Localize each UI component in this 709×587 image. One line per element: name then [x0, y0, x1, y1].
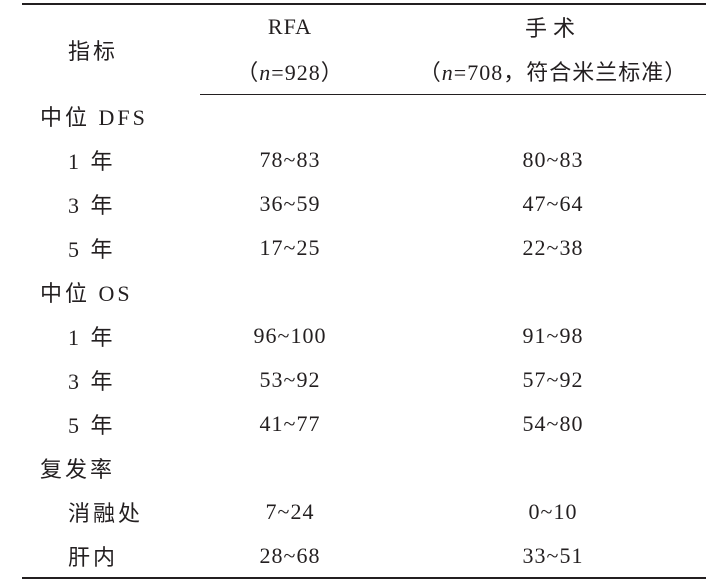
sample-size-text: =708，符合米兰标准） [453, 60, 688, 86]
rfa-value: 78~83 [259, 147, 321, 172]
empty-cell [380, 94, 706, 138]
header-indicator: 指标 [68, 38, 119, 64]
rfa-value: 7~24 [265, 499, 315, 524]
surgery-value: 54~80 [522, 411, 584, 436]
table-row: 1 年 96~100 91~98 [22, 314, 706, 358]
header-row-titles: 指标 RFA 手术 [22, 4, 706, 64]
paren-open: （ [236, 60, 260, 86]
empty-cell [200, 446, 380, 490]
empty-cell [200, 270, 380, 314]
row-label: 3 年 [68, 369, 116, 394]
row-label: 1 年 [68, 325, 116, 350]
table-body: 中位 DFS 1 年 78~83 80~83 3 年 36~59 47~64 5… [22, 94, 706, 578]
rfa-value: 36~59 [259, 191, 321, 216]
group-label: 复发率 [40, 457, 116, 482]
surgery-value: 91~98 [522, 323, 584, 348]
header-surgery-sample-size: （n=708，符合米兰标准） [380, 49, 706, 95]
paren-open: （ [418, 60, 442, 86]
table-row: 3 年 36~59 47~64 [22, 182, 706, 226]
rfa-value: 96~100 [253, 323, 327, 348]
n-variable: n [259, 60, 272, 86]
surgery-value: 57~92 [522, 367, 584, 392]
empty-cell [200, 94, 380, 138]
header-rfa-sample-size: （n=928） [200, 49, 380, 95]
header-rfa-title: RFA [267, 14, 313, 39]
table-row-group: 中位 DFS [22, 94, 706, 138]
row-label: 5 年 [68, 413, 116, 438]
empty-cell [380, 270, 706, 314]
surgery-value: 22~38 [522, 235, 584, 260]
row-label: 肝内 [68, 544, 119, 570]
results-table: 指标 RFA 手术 （n=928） （n=708，符合米兰标准） 中位 DFS … [22, 3, 706, 579]
rfa-value: 17~25 [259, 235, 321, 260]
table-row: 3 年 53~92 57~92 [22, 358, 706, 402]
table-row: 消融处 7~24 0~10 [22, 490, 706, 534]
table-row-group: 复发率 [22, 446, 706, 490]
surgery-value: 33~51 [522, 542, 584, 568]
surgery-value: 47~64 [522, 191, 584, 216]
empty-cell [380, 446, 706, 490]
table-row: 5 年 17~25 22~38 [22, 226, 706, 270]
rfa-value: 41~77 [259, 411, 321, 436]
n-variable: n [441, 60, 454, 86]
rfa-value: 28~68 [259, 542, 321, 568]
row-label: 3 年 [68, 193, 116, 218]
table-row: 5 年 41~77 54~80 [22, 402, 706, 446]
table-row: 1 年 78~83 80~83 [22, 138, 706, 182]
header-surgery-title: 手术 [524, 16, 581, 41]
header-row-samples: （n=928） （n=708，符合米兰标准） [22, 49, 706, 95]
table-row: 肝内 28~68 33~51 [22, 534, 706, 578]
table-row-group: 中位 OS [22, 270, 706, 314]
surgery-value: 80~83 [522, 147, 584, 172]
sample-size-text: =928） [271, 60, 344, 86]
group-label: 中位 DFS [40, 105, 148, 130]
surgery-value: 0~10 [528, 499, 578, 524]
row-label: 5 年 [68, 237, 116, 262]
row-label: 消融处 [68, 501, 144, 526]
group-label: 中位 OS [40, 281, 133, 306]
row-label: 1 年 [68, 149, 116, 174]
table-header: 指标 RFA 手术 （n=928） （n=708，符合米兰标准） [22, 4, 706, 95]
rfa-value: 53~92 [259, 367, 321, 392]
